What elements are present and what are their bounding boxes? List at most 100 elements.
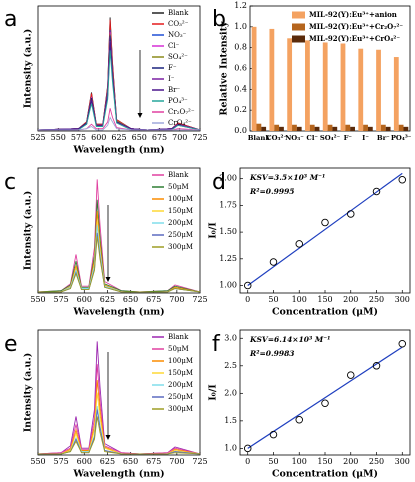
x-tick-label: 50 [268, 457, 278, 466]
legend-label: Cl⁻ [168, 42, 180, 50]
x-tick-label: 700 [169, 295, 184, 304]
legend-label: CO₃²⁻ [168, 20, 189, 28]
x-axis-title: Wavelength (nm) [72, 307, 164, 318]
legend-label: 300μM [168, 243, 193, 251]
annotation: KSV=3.5×10³ M⁻¹ [249, 173, 325, 182]
legend-label: 50μM [168, 345, 189, 353]
x-tick-label: 600 [77, 457, 92, 466]
x-tick-label: 725 [192, 457, 207, 466]
legend-label: 50μM [168, 183, 189, 191]
y-tick-label: 2.00 [219, 174, 237, 183]
legend-label: 250μM [168, 393, 193, 401]
fit-line [247, 172, 403, 287]
x-tick-label: 525 [30, 133, 45, 142]
x-tick-label: 625 [100, 457, 115, 466]
data-point [372, 362, 381, 370]
x-tick-label: 100 [292, 457, 307, 466]
panel-letter: d [212, 170, 226, 195]
legend-label: I⁻ [168, 75, 175, 83]
x-tick-label: F⁻ [344, 134, 353, 142]
spectrum-line [38, 392, 201, 455]
x-tick-label: 550 [30, 457, 45, 466]
x-tick-label: 625 [100, 295, 115, 304]
bar [274, 124, 280, 131]
legend-label: Blank [168, 171, 189, 179]
legend-label: CrO₄²⁻ [168, 119, 192, 127]
trend-arrow-head [137, 113, 143, 118]
bar [367, 126, 373, 131]
legend-label: 100μM [168, 357, 193, 365]
legend-label: MIL-92(Y):Eu³⁺+anion [309, 10, 397, 19]
legend-label: 150μM [168, 207, 193, 215]
x-tick-label: 725 [192, 295, 207, 304]
bar [305, 40, 310, 131]
legend-label: Blank [168, 9, 189, 17]
bar [287, 38, 293, 131]
bar [376, 49, 381, 131]
x-tick-label: 50 [268, 295, 278, 304]
data-point [347, 210, 355, 218]
x-tick-label: 600 [77, 295, 92, 304]
x-tick-label: 250 [369, 295, 384, 304]
y-axis-title: I₀/I [208, 384, 219, 401]
data-point [398, 176, 407, 184]
annotation: R²=0.9983 [249, 349, 295, 358]
x-tick-label: 550 [30, 295, 45, 304]
trend-arrow-head [105, 435, 111, 440]
x-tick-label: 650 [123, 295, 138, 304]
x-tick-label: I⁻ [362, 134, 369, 142]
bar [385, 126, 391, 131]
legend-swatch [292, 23, 305, 31]
bar [322, 42, 328, 132]
legend-label: Blank [168, 333, 189, 341]
legend-label: PO₄³⁻ [168, 97, 188, 105]
bar [292, 124, 297, 131]
bar [296, 126, 302, 131]
y-tick-label: 1.0 [234, 22, 247, 31]
bar [350, 126, 355, 131]
y-tick-label: 3.0 [224, 333, 237, 342]
data-point [243, 444, 252, 453]
data-point [321, 399, 329, 407]
data-point [398, 340, 407, 348]
data-point [269, 258, 278, 266]
x-tick-label: 150 [317, 295, 332, 304]
y-axis-title: Intensity (a.u.) [23, 191, 34, 271]
spectrum-line [37, 364, 201, 455]
x-tick-label: 0 [245, 295, 250, 304]
data-point [295, 240, 303, 248]
bar [332, 126, 338, 131]
x-tick-label: SO₄²⁻ [320, 134, 341, 142]
bar [398, 124, 404, 131]
x-tick-label: 700 [172, 133, 187, 142]
y-tick-label: 1.50 [219, 227, 237, 236]
x-axis-title: Wavelength (nm) [72, 145, 164, 156]
legend-swatch [292, 11, 305, 19]
x-tick-label: Blank [248, 134, 271, 142]
x-tick-label: 150 [317, 457, 332, 466]
x-tick-label: 650 [132, 133, 147, 142]
y-axis-title: Intensity (a.u.) [23, 29, 34, 109]
spectrum-line [38, 416, 201, 455]
x-axis-title: Concentration (μM) [272, 307, 378, 318]
panel-letter: a [4, 7, 17, 32]
legend-label: Br⁻ [168, 86, 180, 94]
spectrum-line [38, 236, 201, 293]
legend-label: F⁻ [168, 64, 177, 72]
bar [358, 48, 364, 132]
bar [256, 123, 262, 131]
legend-label: MIL-92(Y):Eu³⁺+Cr₂O₇²⁻ [309, 22, 403, 31]
spectrum-line [38, 379, 201, 455]
x-tick-label: NO₃⁻ [285, 134, 304, 142]
bar [261, 126, 267, 131]
panel-letter: b [212, 7, 226, 32]
bar [327, 124, 333, 131]
y-tick-label: 0.2 [234, 105, 247, 114]
bar [309, 124, 315, 131]
y-tick-label: 1.0 [224, 443, 237, 452]
spectrum-line [37, 199, 201, 293]
x-tick-label: CO₃²⁻ [266, 134, 287, 142]
spectrum-line [38, 232, 201, 293]
x-tick-label: 625 [111, 133, 126, 142]
